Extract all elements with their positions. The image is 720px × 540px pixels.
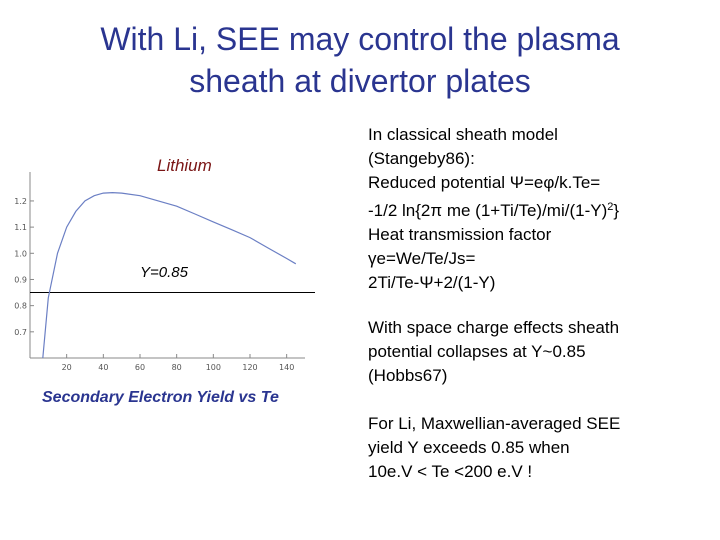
space-charge-text: With space charge effects sheath potenti… [368,316,708,388]
title-line-2: sheath at divertor plates [189,63,531,99]
y-tick-label: 1.0 [14,249,27,258]
y-tick-label: 0.7 [14,328,27,337]
x-tick-label: 20 [62,363,72,372]
see-yield-curve [42,191,297,359]
see-chart-svg: 0.7 0.8 0.9 1.0 1.1 1.2 20 40 60 80 100 120 140 [14,172,315,372]
title-line-1: With Li, SEE may control the plasma [100,21,620,57]
x-tick-label: 40 [98,363,108,372]
classical-line-6: γe=We/Te/Js= [368,249,476,268]
classical-line-4-sup: 2 [607,201,614,213]
li-line-1: For Li, Maxwellian-averaged SEE [368,414,621,433]
y-tick-label: 1.1 [14,223,27,232]
chart-caption: Secondary Electron Yield vs Te [42,389,279,406]
see-chart: 0.7 0.8 0.9 1.0 1.1 1.2 20 40 60 80 100 120 140 [0,140,330,410]
classical-line-2: (Stangeby86): [368,149,475,168]
classical-line-4-end: } [613,201,620,220]
x-tick-label: 100 [206,363,221,372]
lithium-label: Lithium [157,156,212,175]
li-yield-text: For Li, Maxwellian-averaged SEE yield Y … [368,412,708,484]
x-tick-label: 60 [135,363,145,372]
classical-line-4: -1/2 ln{2π me (1+Ti/Te)/mi/(1-Y)2} [368,195,708,223]
classical-line-7: 2Ti/Te-Ψ+2/(1-Y) [368,273,496,292]
y-tick-label: 1.2 [14,197,27,206]
y-tick-label: 0.8 [14,302,27,311]
li-line-3: 10e.V < Te <200 e.V ! [368,462,533,481]
li-line-2: yield Y exceeds 0.85 when [368,438,570,457]
slide-title: With Li, SEE may control the plasma shea… [0,18,720,102]
classical-line-1: In classical sheath model [368,125,558,144]
classical-sheath-text: In classical sheath model (Stangeby86): … [368,123,708,295]
classical-line-3: Reduced potential Ψ=eφ/k.Te= [368,173,601,192]
x-tick-label: 120 [242,363,257,372]
space-charge-line-2: potential collapses at Y~0.85 [368,342,586,361]
threshold-label: Y=0.85 [140,264,188,281]
x-tick-label: 80 [172,363,182,372]
classical-line-4-main: -1/2 ln{2π me (1+Ti/Te)/mi/(1-Y) [368,201,608,220]
y-tick-label: 0.9 [14,275,27,284]
space-charge-line-1: With space charge effects sheath [368,318,620,337]
classical-line-5: Heat transmission factor [368,225,552,244]
x-tick-label: 140 [279,363,294,372]
space-charge-line-3: (Hobbs67) [368,366,448,385]
